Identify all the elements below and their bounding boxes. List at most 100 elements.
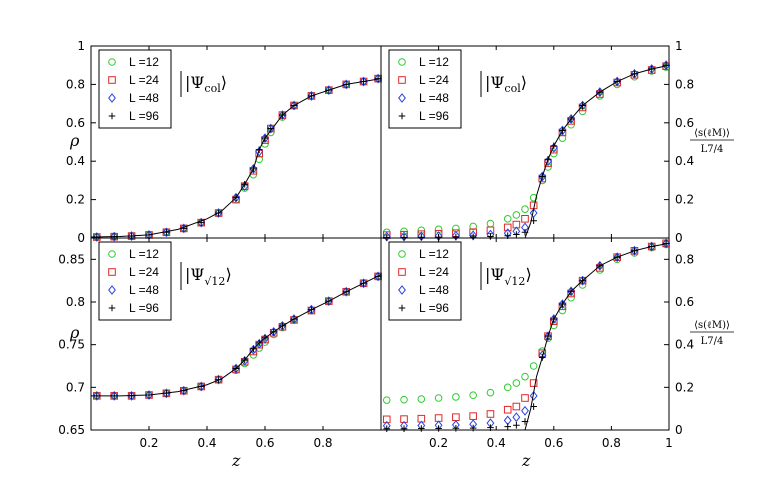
legend-box [388,49,462,129]
x-axis-label-left: z [231,451,241,470]
x-tick-label: 1 [665,436,673,450]
x-axis-label-right: z [521,451,531,470]
y-tick-label: 0.8 [675,252,694,266]
data-point-l96 [513,422,520,429]
data-point-l48 [662,60,671,71]
y-tick-label: 0.75 [58,338,85,352]
legend-marker [108,268,116,276]
data-point-l12 [503,215,512,223]
data-point-l48 [127,231,136,241]
legend-box [98,49,172,129]
data-point-l96 [487,233,494,240]
data-point-l48 [232,192,240,203]
data-point-l48 [647,241,656,252]
legend-marker [108,285,116,295]
data-point-l12 [417,395,426,403]
y-tick-label: 0 [675,423,683,437]
data-point-l24 [503,405,512,414]
data-point-l96 [469,233,477,241]
data-point-l48 [255,146,264,157]
panel-bottom-left [90,237,383,431]
x-tick-label: 0.4 [197,436,216,450]
legend-label: L =96 [419,109,449,123]
y-tick-label: 0.6 [675,295,694,309]
legend-label: L =48 [419,91,449,105]
data-point-l48 [92,232,101,242]
legend-bottom-left: L =12 L =24 L =48 L =96 [98,241,172,321]
legend-label: L =48 [129,91,159,105]
legend-marker [398,76,406,84]
svg-text:⟨s(ℓM)⟩: ⟨s(ℓM)⟩ [694,320,730,331]
data-point-l96 [418,425,425,432]
data-point-l24 [486,410,495,418]
data-point-l48 [214,374,223,385]
data-point-l96 [383,234,391,241]
data-point-l12 [382,396,391,404]
theory-curve [524,242,670,431]
data-point-l48 [630,68,639,79]
data-point-l48 [544,331,552,342]
legend-label: L =48 [419,283,449,297]
theory-curve [524,64,670,239]
y-axis-label-bottom-right: ⟨s(ℓM)⟩ L7/4 [690,320,734,347]
legend-label: L =96 [129,109,159,123]
svg-text:|Ψ√12⟩: |Ψ√12⟩ [485,265,532,288]
data-point-l48 [549,142,558,153]
data-point-l48 [240,181,249,192]
data-point-l48 [529,208,538,218]
x-tick-label: 0.4 [487,436,506,450]
y-tick-label: 0.6 [66,116,85,130]
svg-text:L7/4: L7/4 [701,144,724,155]
legend-marker [108,58,116,66]
y-tick-label: 0.2 [675,380,694,394]
data-point-l48 [374,73,383,84]
data-point-l48 [613,252,622,263]
state-label-bottom-right: |Ψ√12⟩ [480,262,532,290]
x-tick-label: 0.2 [429,436,448,450]
state-label-top-right: |Ψcol⟩ [480,71,527,97]
y-tick-label: 1 [77,39,85,53]
data-point-l12 [512,379,521,387]
data-point-l48 [359,76,368,87]
x-tick-label: 0.2 [139,436,158,450]
data-point-l48 [145,390,153,400]
legend-box [98,241,172,321]
theory-curve [90,78,382,238]
data-point-l48 [179,223,188,234]
data-point-l24 [452,413,460,421]
y-tick-label: 0.65 [58,423,85,437]
y-tick-label: 0.8 [66,77,85,91]
data-point-l12 [529,193,538,202]
legend-marker [108,112,116,120]
legend-label: L =24 [129,73,159,87]
legend-label: L =96 [129,301,159,315]
legend-marker [398,58,406,66]
y-tick-label: 0.2 [675,193,694,207]
data-point-l96 [452,424,460,432]
x-tick-label: 0.8 [313,436,332,450]
data-point-l96 [487,424,494,431]
data-point-l12 [434,394,443,402]
data-point-l48 [240,355,249,366]
legend-marker [398,268,406,276]
legend-marker [108,93,116,103]
data-point-l48 [630,245,639,256]
data-point-l12 [512,211,521,219]
data-point-l48 [538,171,547,182]
data-point-l12 [521,205,529,213]
data-point-l48 [342,79,351,90]
data-point-l12 [452,393,460,401]
legend-top-right: L =12 L =24 L =48 L =96 [388,49,462,129]
data-point-l12 [521,372,529,381]
y-tick-label: 0.4 [66,154,85,168]
data-point-l96 [418,233,425,241]
data-point-l24 [529,379,538,387]
data-point-l12 [486,219,495,228]
legend-marker [108,304,116,312]
data-point-l96 [400,425,408,433]
data-point-l96 [400,234,408,241]
data-point-l24 [521,215,529,223]
data-point-l48 [255,338,264,349]
y-tick-label: 0.8 [66,295,85,309]
data-point-l48 [544,156,552,167]
